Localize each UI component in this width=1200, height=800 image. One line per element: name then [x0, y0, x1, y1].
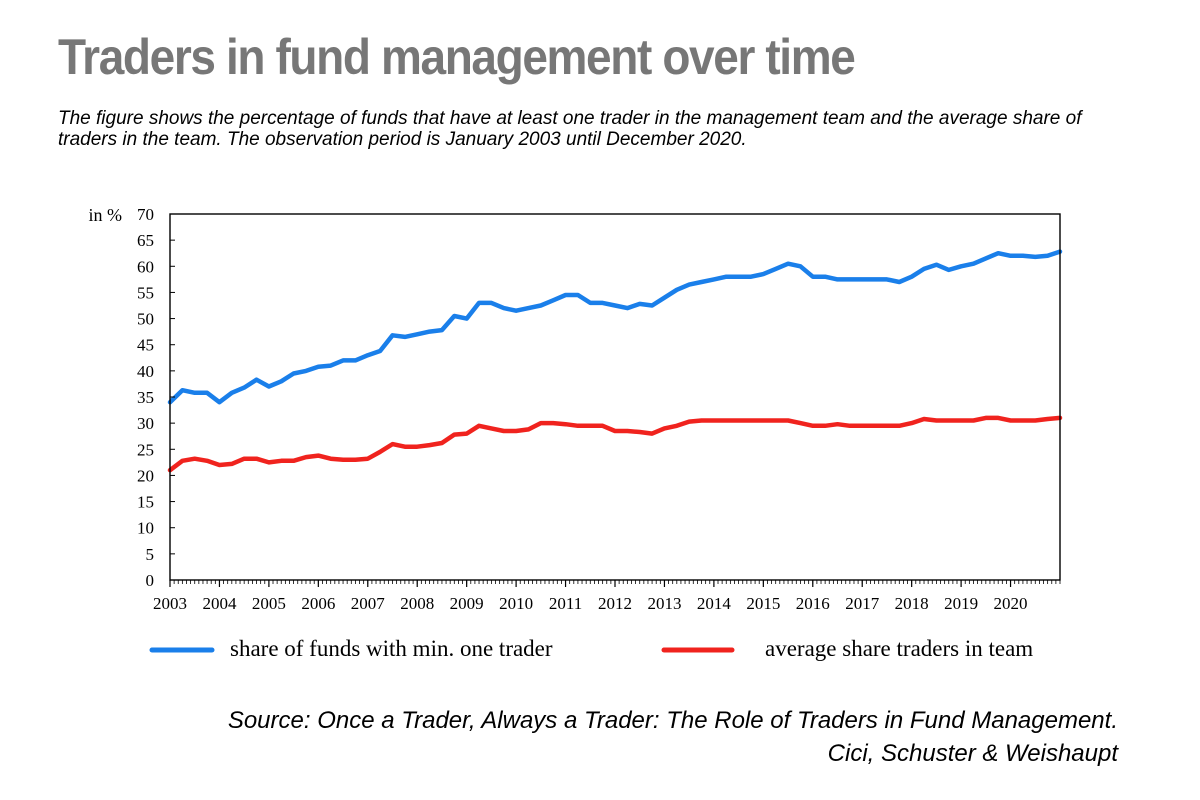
axes: 0 5 10 15 20 25 30 35 40 45 50 55 60 65 70 2003 2004 2005…: [137, 205, 1061, 613]
page-title: Traders in fund management over time: [58, 29, 856, 85]
plot-lines: [167, 249, 1063, 473]
y-tick-label: 45: [137, 336, 154, 355]
source-citation: Source: Once a Trader, Always a Trader: …: [228, 704, 1118, 770]
x-tick-label: 2016: [796, 594, 830, 613]
y-tick-label: 70: [137, 205, 154, 224]
x-tick-label: 2004: [202, 594, 237, 613]
y-tick-label: 20: [137, 466, 154, 485]
y-tick-label: 25: [137, 440, 154, 459]
x-tick-label: 2013: [647, 594, 681, 613]
legend-label-2: average share traders in team: [765, 636, 1033, 661]
source-line-1: Source: Once a Trader, Always a Trader: …: [227, 707, 1118, 734]
x-tick-label: 2015: [746, 594, 780, 613]
y-tick-label: 0: [146, 571, 155, 590]
y-tick-label: 30: [137, 414, 154, 433]
x-tick-label: 2003: [153, 594, 187, 613]
x-tick-label: 2020: [994, 594, 1028, 613]
page-subtitle: The figure shows the percentage of funds…: [58, 108, 1082, 150]
x-tick-label: 2012: [598, 594, 632, 613]
x-tick-label: 2009: [450, 594, 484, 613]
x-tick-label: 2007: [351, 594, 386, 613]
x-tick-label: 2019: [944, 594, 978, 613]
y-tick-label: 35: [137, 388, 154, 407]
y-tick-label: 60: [137, 257, 154, 276]
y-tick-label: 55: [137, 283, 154, 302]
x-tick-label: 2006: [301, 594, 335, 613]
series-line-2: [167, 415, 1063, 473]
legend-label-1: share of funds with min. one trader: [230, 636, 553, 661]
y-axis-label: in %: [89, 205, 123, 225]
x-tick-label: 2010: [499, 594, 533, 613]
x-tick-label: 2011: [549, 594, 582, 613]
y-tick-label: 40: [137, 362, 154, 381]
y-tick-label: 65: [137, 231, 154, 250]
x-tick-label: 2005: [252, 594, 286, 613]
y-tick-label: 5: [146, 545, 155, 564]
x-tick-label: 2014: [697, 594, 732, 613]
y-tick-label: 15: [137, 493, 154, 512]
x-tick-label: 2018: [895, 594, 929, 613]
x-tick-label: 2017: [845, 594, 880, 613]
y-tick-label: 50: [137, 310, 154, 329]
x-tick-label: 2008: [400, 594, 434, 613]
series-line-1: [167, 249, 1063, 405]
legend: share of funds with min. one trader avera…: [149, 636, 1033, 661]
y-tick-label: 10: [137, 519, 154, 538]
source-line-2: Cici, Schuster & Weishaupt: [827, 740, 1118, 767]
